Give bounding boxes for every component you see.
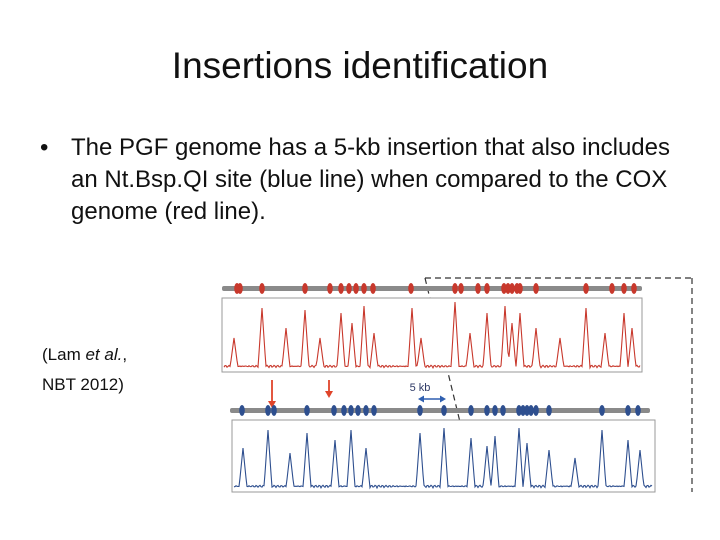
- red-site-marker: [327, 283, 333, 294]
- red-site-marker: [353, 283, 359, 294]
- citation: (Lam et al., NBT 2012): [42, 340, 127, 400]
- red-site-marker: [338, 283, 344, 294]
- blue-site-marker: [528, 405, 534, 416]
- red-site-marker: [583, 283, 589, 294]
- citation-et-al: et al.: [85, 345, 123, 364]
- blue-site-marker: [265, 405, 271, 416]
- red-site-marker: [509, 283, 515, 294]
- blue-site-marker: [492, 405, 498, 416]
- red-track-backbone: [222, 286, 642, 291]
- insertion-size-label: 5 kb: [410, 382, 431, 394]
- blue-site-marker: [500, 405, 506, 416]
- blue-site-marker: [239, 405, 245, 416]
- bullet-item: • The PGF genome has a 5-kb insertion th…: [40, 132, 700, 228]
- red-site-marker: [621, 283, 627, 294]
- blue-site-marker: [520, 405, 526, 416]
- red-site-marker: [302, 283, 308, 294]
- red-site-markers: [234, 283, 637, 294]
- blue-site-marker: [546, 405, 552, 416]
- red-site-marker: [505, 283, 511, 294]
- red-site-marker: [361, 283, 367, 294]
- red-site-marker: [458, 283, 464, 294]
- blue-site-marker: [516, 405, 522, 416]
- red-site-marker: [259, 283, 265, 294]
- blue-site-marker: [271, 405, 277, 416]
- blue-signal-trace: [233, 427, 653, 490]
- blue-site-marker: [341, 405, 347, 416]
- red-site-marker: [452, 283, 458, 294]
- slide-title: Insertions identification: [171, 45, 549, 86]
- blue-track-backbone: [230, 408, 650, 413]
- blue-site-marker: [533, 405, 539, 416]
- red-site-marker: [484, 283, 490, 294]
- blue-site-marker: [355, 405, 361, 416]
- red-site-marker: [517, 283, 523, 294]
- red-site-marker: [475, 283, 481, 294]
- bullet-dot: •: [40, 134, 49, 161]
- red-site-marker: [631, 283, 637, 294]
- blue-site-marker: [304, 405, 310, 416]
- blue-site-marker: [468, 405, 474, 416]
- red-site-marker: [346, 283, 352, 294]
- blue-site-markers: [239, 405, 641, 416]
- bullet-text: The PGF genome has a 5-kb insertion that…: [71, 134, 670, 225]
- red-signal-panel: [221, 297, 643, 373]
- red-site-marker: [533, 283, 539, 294]
- red-site-marker: [237, 283, 243, 294]
- blue-site-marker: [524, 405, 530, 416]
- red-site-marker: [501, 283, 507, 294]
- insertion-double-arrow: [418, 395, 446, 403]
- citation-line2: NBT 2012): [42, 375, 124, 394]
- blue-site-marker: [363, 405, 369, 416]
- blue-site-marker: [635, 405, 641, 416]
- red-site-marker: [370, 283, 376, 294]
- blue-site-marker: [417, 405, 423, 416]
- red-site-marker: [609, 283, 615, 294]
- red-arrows: [268, 380, 333, 408]
- bullet-list: • The PGF genome has a 5-kb insertion th…: [40, 132, 700, 228]
- blue-site-marker: [371, 405, 377, 416]
- blue-site-marker: [484, 405, 490, 416]
- blue-site-marker: [348, 405, 354, 416]
- blue-site-marker: [625, 405, 631, 416]
- red-arrow-head: [325, 391, 333, 398]
- citation-suffix: ,: [122, 345, 128, 364]
- blue-site-marker: [599, 405, 605, 416]
- citation-prefix: (Lam: [42, 345, 86, 364]
- red-arrow-head: [268, 401, 276, 408]
- red-signal-trace: [223, 301, 641, 370]
- blue-site-marker: [441, 405, 447, 416]
- blue-site-marker: [331, 405, 337, 416]
- red-site-marker: [408, 283, 414, 294]
